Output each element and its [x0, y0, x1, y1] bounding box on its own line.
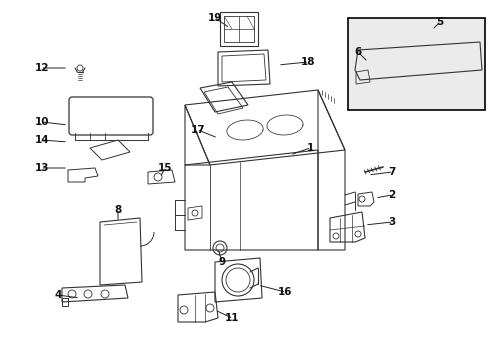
Text: 11: 11 [224, 313, 239, 323]
Text: 3: 3 [387, 217, 395, 227]
Text: 6: 6 [354, 47, 361, 57]
Text: 2: 2 [387, 190, 395, 200]
Text: 13: 13 [35, 163, 49, 173]
Text: 12: 12 [35, 63, 49, 73]
Text: 15: 15 [158, 163, 172, 173]
FancyBboxPatch shape [347, 18, 484, 110]
Text: 16: 16 [277, 287, 292, 297]
Text: 1: 1 [306, 143, 313, 153]
Text: 8: 8 [114, 205, 122, 215]
Text: 10: 10 [35, 117, 49, 127]
Text: 5: 5 [435, 17, 443, 27]
Text: 4: 4 [54, 290, 61, 300]
Text: 18: 18 [300, 57, 315, 67]
Text: 9: 9 [218, 257, 225, 267]
Text: 19: 19 [207, 13, 222, 23]
Text: 17: 17 [190, 125, 205, 135]
Text: 14: 14 [35, 135, 49, 145]
Text: 7: 7 [387, 167, 395, 177]
